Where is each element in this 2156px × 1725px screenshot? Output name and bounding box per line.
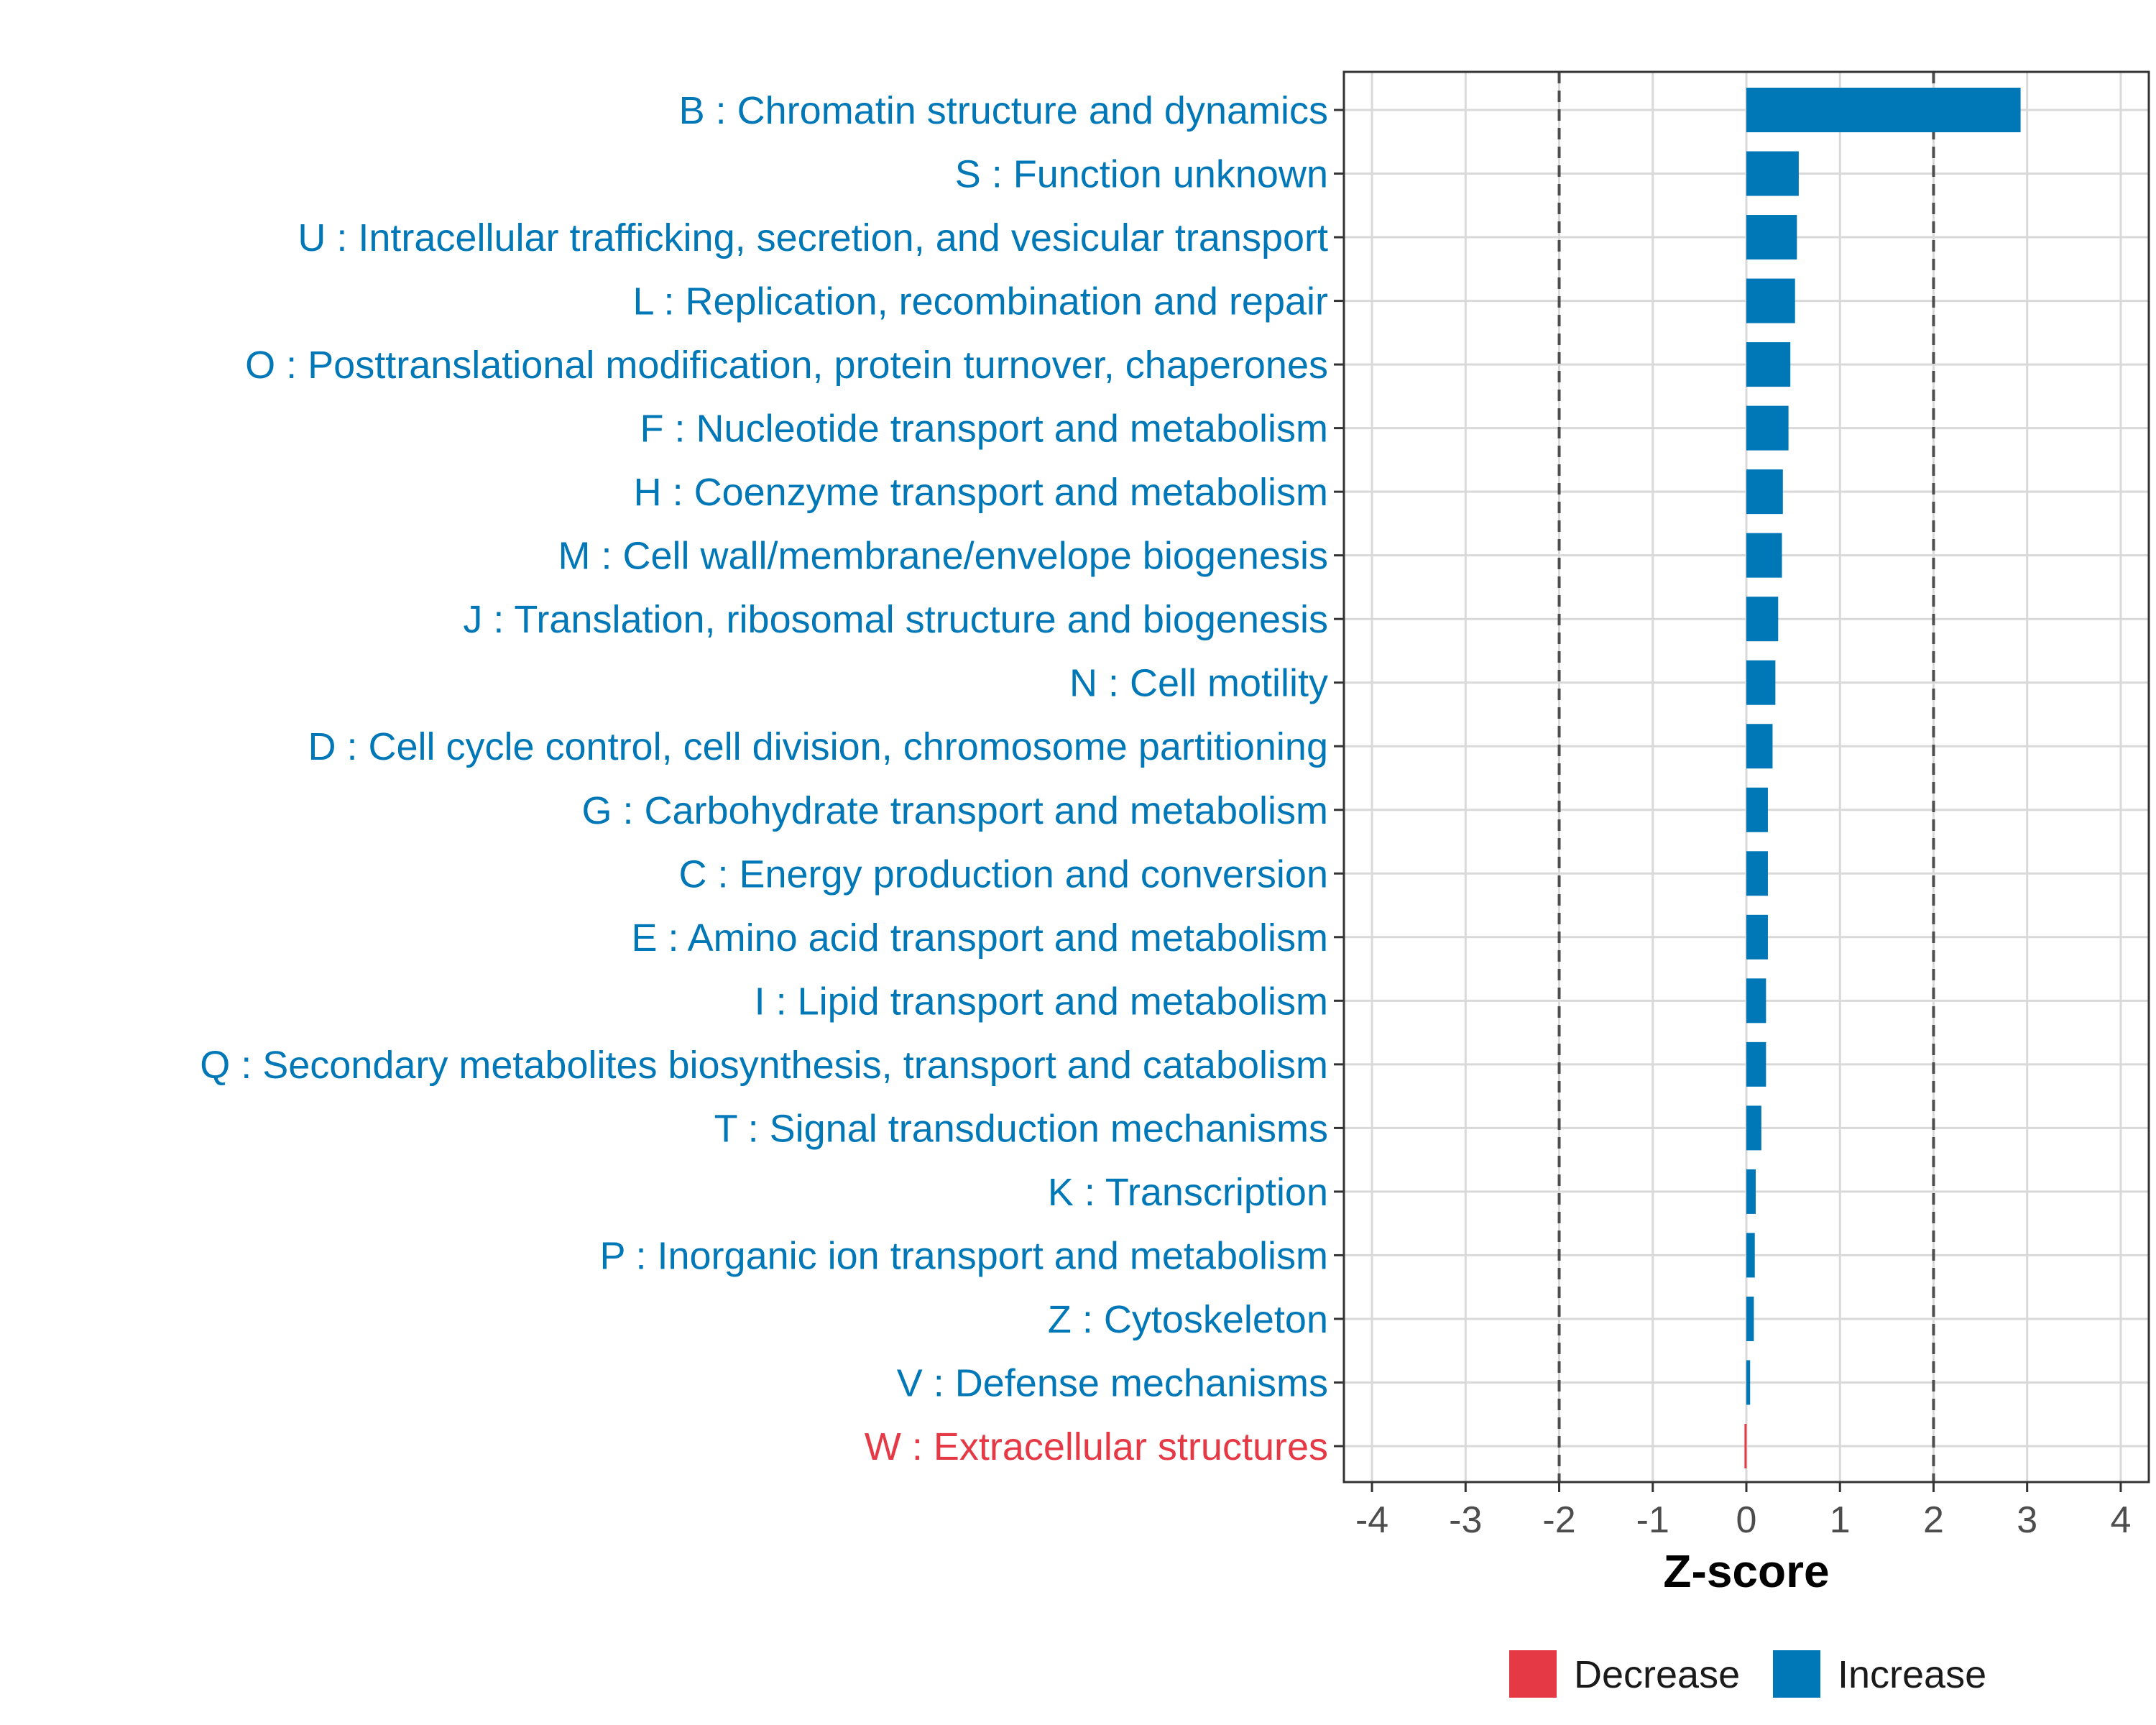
x-tick-label: 3 bbox=[2017, 1499, 2037, 1541]
category-label: G : Carbohydrate transport and metabolis… bbox=[582, 789, 1329, 832]
x-tick-label: 0 bbox=[1736, 1499, 1757, 1541]
bar bbox=[1746, 660, 1776, 705]
category-label: Q : Secondary metabolites biosynthesis, … bbox=[200, 1044, 1328, 1087]
bar bbox=[1746, 1105, 1761, 1151]
category-label: T : Signal transduction mechanisms bbox=[714, 1107, 1328, 1150]
bar bbox=[1746, 914, 1768, 960]
category-label: N : Cell motility bbox=[1069, 662, 1328, 705]
category-label: M : Cell wall/membrane/envelope biogenes… bbox=[558, 535, 1328, 578]
category-label: J : Translation, ribosomal structure and… bbox=[463, 598, 1328, 641]
category-label: W : Extracellular structures bbox=[865, 1425, 1328, 1468]
category-label: V : Defense mechanisms bbox=[897, 1361, 1328, 1404]
x-tick-label: -3 bbox=[1449, 1499, 1482, 1541]
category-label: L : Replication, recombination and repai… bbox=[632, 280, 1328, 323]
bar bbox=[1746, 469, 1783, 515]
legend: Decrease Increase bbox=[1509, 1650, 1986, 1698]
category-label: C : Energy production and conversion bbox=[678, 852, 1328, 896]
bar bbox=[1746, 215, 1797, 260]
legend-label-increase: Increase bbox=[1838, 1653, 1986, 1696]
bar bbox=[1746, 405, 1789, 451]
bar bbox=[1746, 1360, 1751, 1405]
legend-label-decrease: Decrease bbox=[1574, 1653, 1740, 1696]
bar bbox=[1744, 1424, 1747, 1468]
x-tick-label: 4 bbox=[2110, 1499, 2131, 1541]
category-label: D : Cell cycle control, cell division, c… bbox=[308, 725, 1328, 768]
x-axis-ticks bbox=[1370, 1482, 2122, 1492]
category-label: P : Inorganic ion transport and metaboli… bbox=[599, 1234, 1328, 1277]
category-label: S : Function unknown bbox=[955, 153, 1328, 196]
bar bbox=[1746, 724, 1773, 769]
category-label: I : Lipid transport and metabolism bbox=[755, 980, 1328, 1023]
x-tick-label: 1 bbox=[1830, 1499, 1851, 1541]
bar bbox=[1746, 278, 1795, 323]
bar bbox=[1746, 533, 1782, 578]
x-tick-label: -1 bbox=[1636, 1499, 1669, 1541]
bar bbox=[1746, 851, 1768, 896]
x-axis-tick-labels: -4 -3 -2 -1 0 1 2 3 4 bbox=[1355, 1499, 2131, 1541]
category-label: B : Chromatin structure and dynamics bbox=[679, 89, 1328, 132]
y-axis-category-labels: B : Chromatin structure and dynamics S : … bbox=[200, 89, 1328, 1468]
bar bbox=[1746, 978, 1766, 1024]
threshold-lines bbox=[1557, 72, 1935, 1482]
x-tick-label: 2 bbox=[1923, 1499, 1944, 1541]
bar bbox=[1746, 1296, 1754, 1341]
x-axis-title: Z-score bbox=[1663, 1545, 1829, 1597]
legend-swatch-decrease bbox=[1509, 1650, 1557, 1698]
bar bbox=[1746, 1041, 1766, 1087]
y-axis-ticks bbox=[1334, 109, 1344, 1448]
bar bbox=[1746, 342, 1791, 387]
bar bbox=[1746, 597, 1779, 642]
x-tick-label: -2 bbox=[1542, 1499, 1575, 1541]
category-label: U : Intracellular trafficking, secretion… bbox=[298, 216, 1328, 259]
bar bbox=[1746, 1169, 1756, 1214]
category-label: K : Transcription bbox=[1048, 1171, 1328, 1214]
category-label: H : Coenzyme transport and metabolism bbox=[634, 471, 1328, 514]
bar bbox=[1746, 1233, 1755, 1278]
bar bbox=[1746, 787, 1768, 832]
bar bbox=[1746, 151, 1799, 196]
legend-swatch-increase bbox=[1773, 1650, 1820, 1698]
category-label: O : Posttranslational modification, prot… bbox=[245, 344, 1328, 387]
bars bbox=[1744, 88, 2021, 1468]
bar bbox=[1746, 88, 2021, 132]
category-label: E : Amino acid transport and metabolism bbox=[632, 916, 1328, 960]
category-label: F : Nucleotide transport and metabolism bbox=[640, 408, 1328, 451]
x-tick-label: -4 bbox=[1355, 1499, 1388, 1541]
category-label: Z : Cytoskeleton bbox=[1048, 1298, 1328, 1341]
